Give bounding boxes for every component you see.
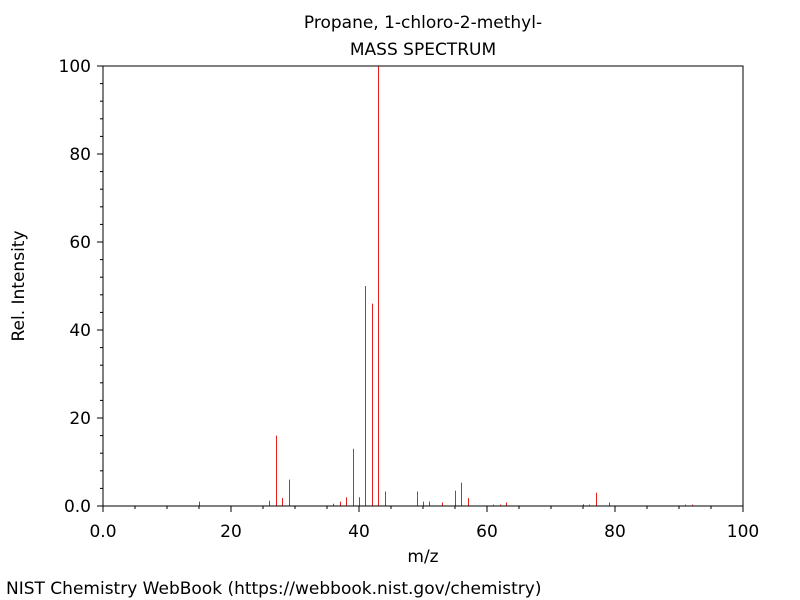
- y-tick-label: 0.0: [64, 497, 91, 517]
- x-tick-label: 60: [476, 522, 498, 542]
- x-tick-label: 40: [348, 522, 370, 542]
- y-tick-label: 40: [69, 321, 91, 341]
- y-tick-label: 60: [69, 233, 91, 253]
- x-axis-label: m/z: [407, 547, 438, 567]
- chart-subtitle: MASS SPECTRUM: [350, 40, 496, 60]
- footer-credit: NIST Chemistry WebBook (https://webbook.…: [6, 579, 541, 599]
- x-tick-label: 0.0: [89, 522, 116, 542]
- y-axis-ticks: 0.0 20 40 60 80 100: [59, 57, 103, 517]
- plot-frame: [102, 65, 744, 507]
- y-axis-label: Rel. Intensity: [9, 230, 29, 341]
- peak-series: [199, 66, 693, 506]
- minor-ticks: [100, 83, 712, 509]
- y-tick-label: 80: [69, 145, 91, 165]
- chart-title: Propane, 1-chloro-2-methyl-: [304, 13, 542, 33]
- x-tick-label: 80: [604, 522, 626, 542]
- x-tick-label: 100: [727, 522, 759, 542]
- x-axis-ticks: 0.0 20 40 60 80 100: [89, 506, 759, 542]
- y-tick-label: 20: [69, 409, 91, 429]
- y-tick-label: 100: [59, 57, 91, 77]
- x-tick-label: 20: [220, 522, 242, 542]
